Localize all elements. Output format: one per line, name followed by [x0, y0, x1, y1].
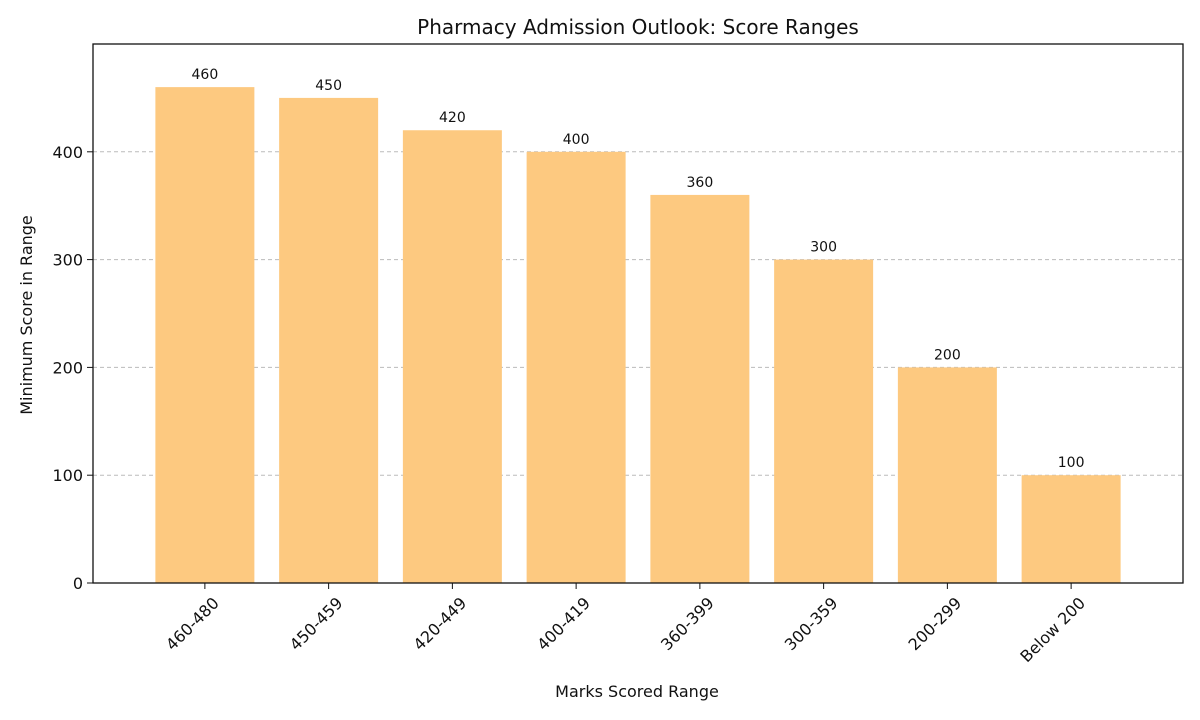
x-tick-label: Below 200: [1016, 593, 1089, 666]
x-tick-label: 400-419: [533, 593, 594, 654]
bar: [279, 97, 379, 584]
bar: [526, 151, 626, 584]
y-tick-label: 200: [52, 358, 83, 377]
y-axis: 0 100 200 300 400: [52, 143, 93, 593]
bar-value-label: 360: [687, 175, 714, 191]
y-tick-label: 400: [52, 143, 83, 162]
plot-frame: [92, 43, 1184, 584]
bar: [650, 194, 750, 584]
bar-value-label: 200: [934, 347, 961, 363]
y-tick-label: 300: [52, 251, 83, 270]
bar: [402, 130, 502, 584]
x-tick-label: 460-480: [162, 593, 223, 654]
grid-lines: [93, 151, 1183, 476]
bar: [774, 259, 874, 583]
x-tick-label: 420-449: [410, 593, 471, 654]
bar: [155, 87, 255, 584]
x-tick-label: 360-399: [657, 593, 718, 654]
x-axis: 460-480 450-459 420-449 400-419 360-399 300-3…: [162, 583, 1089, 666]
data-labels: 460 450 420 400 360 300 200 100: [192, 67, 1085, 471]
x-axis-label: Marks Scored Range: [555, 682, 719, 701]
bar: [1021, 475, 1121, 583]
bar-value-label: 400: [563, 132, 590, 148]
y-axis-label: Minimum Score in Range: [17, 215, 36, 415]
x-tick-label: 450-459: [286, 593, 347, 654]
bars: [155, 87, 1121, 584]
y-tick-label: 100: [52, 466, 83, 485]
x-tick-label: 300-359: [781, 593, 842, 654]
chart-title: Pharmacy Admission Outlook: Score Ranges: [417, 15, 859, 39]
bar-value-label: 300: [810, 240, 837, 256]
bar-value-label: 460: [192, 67, 219, 83]
bar-value-label: 450: [315, 78, 342, 94]
x-tick-label: 200-299: [905, 593, 966, 654]
bar-value-label: 100: [1058, 455, 1085, 471]
bar: [897, 367, 997, 583]
bar-value-label: 420: [439, 110, 466, 126]
y-tick-label: 0: [73, 574, 83, 593]
